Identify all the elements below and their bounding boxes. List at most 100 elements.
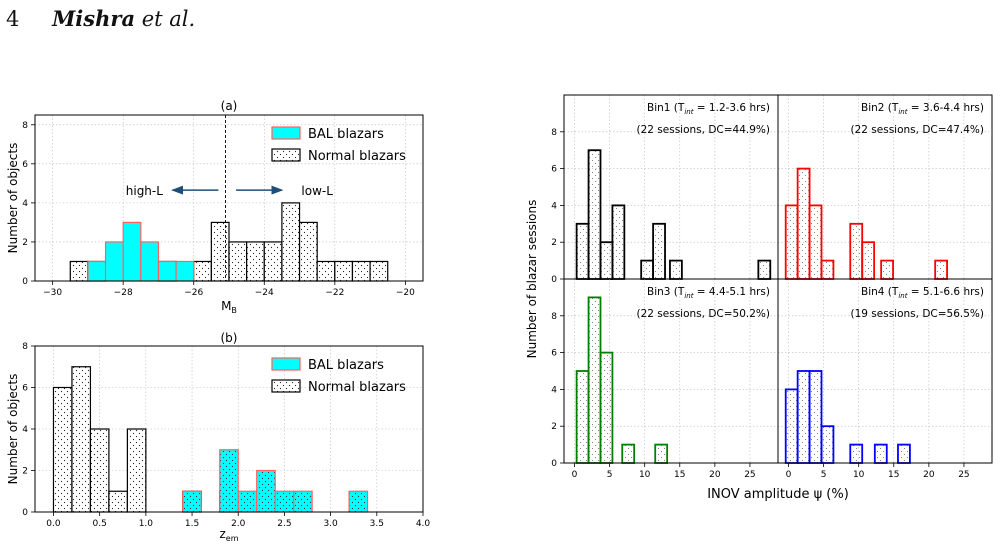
chart-c-panel-4-label-part: = 5.1-6.6 hrs) xyxy=(907,286,984,298)
chart-c-panel-4-bar xyxy=(897,443,911,464)
chart-b-ytick-label: 6 xyxy=(22,384,28,394)
chart-a-ytick-label: 2 xyxy=(22,238,28,248)
chart-b-ytick-label: 2 xyxy=(22,467,28,477)
chart-a-bar-normal xyxy=(351,260,371,282)
chart-c-panel-4-sessions: (19 sessions, DC=56.5%) xyxy=(851,308,984,320)
chart-b-axes xyxy=(34,345,424,513)
chart-c-panel-3-ytick-label: 4 xyxy=(551,385,557,395)
chart-a-bar-normal xyxy=(69,260,89,282)
chart-b-xlabel: zem xyxy=(219,527,238,543)
chart-a-ylabel: Number of objects xyxy=(6,143,20,254)
chart-c-panel-4-label-part: int xyxy=(898,292,907,300)
chart-c-panel-4-bar xyxy=(784,388,799,464)
chart-c-panel-3-ytick-label: 0 xyxy=(551,459,557,469)
chart-c-panel-3-bar xyxy=(575,370,590,464)
chart-c-panel-1-bar xyxy=(640,259,655,280)
chart-a-legend-swatch xyxy=(271,126,301,140)
chart-a-bar-bal xyxy=(104,241,124,282)
chart-b-legend-swatch xyxy=(271,357,301,371)
chart-c-panel-2-bar xyxy=(849,222,864,280)
chart-b-xtick-label: 3.5 xyxy=(370,519,384,529)
chart-a-xtick-label: −28 xyxy=(114,288,133,298)
chart-c-panel-2-bar xyxy=(820,259,835,280)
chart-b-legend-label: BAL blazars xyxy=(308,358,384,373)
chart-b-ytick-label: 8 xyxy=(22,342,28,352)
chart-b-xtick-label: 4.0 xyxy=(416,519,431,529)
chart-c-panel-2-bar xyxy=(784,204,799,280)
chart-c-panel-3-ytick-label: 8 xyxy=(551,312,557,322)
chart-a-ytick-label: 0 xyxy=(22,277,28,287)
chart-c-panel-1-ytick-label: 8 xyxy=(551,128,557,138)
chart-c-panel-4-xtick-label: 5 xyxy=(821,470,827,480)
chart-c-panel-3-ytick-label: 2 xyxy=(551,422,557,432)
chart-a-bar-normal xyxy=(228,241,248,282)
chart-b-bar-bal xyxy=(256,469,276,513)
chart-b-title: (b) xyxy=(221,331,238,345)
chart-a-bar-normal xyxy=(246,241,265,282)
chart-c-panel-3-label-part: = 4.4-5.1 hrs) xyxy=(693,286,770,298)
chart-c-panel-3-xtick-label: 5 xyxy=(607,470,613,480)
chart-c-panel-3-xtick-label: 15 xyxy=(674,470,685,480)
chart-c-panel-1-sessions: (22 sessions, DC=44.9%) xyxy=(637,124,770,136)
chart-c-panel-4-label-part: Bin4 (T xyxy=(861,286,899,298)
chart-a-bar-normal xyxy=(334,260,354,282)
chart-a-annotation-label: high-L xyxy=(126,184,163,198)
chart-a-axes xyxy=(34,114,424,282)
chart-a-xtick-label: −26 xyxy=(184,288,203,298)
chart-c-panel-1-ytick-label: 0 xyxy=(551,275,557,285)
chart-c-panel-3-bar xyxy=(599,351,614,464)
chart-a-legend-label: BAL blazars xyxy=(308,127,384,142)
chart-b-xtick-label: 2.5 xyxy=(277,519,291,529)
chart-a-bar-normal xyxy=(193,260,212,282)
chart-b-bar-bal xyxy=(348,490,369,513)
chart-c-panel-2-bar xyxy=(808,204,823,280)
chart-c-panel-3-xtick-label: 10 xyxy=(639,470,651,480)
chart-c-panel-3-xtick-label: 0 xyxy=(572,470,578,480)
chart-a-legend-swatch xyxy=(271,148,301,162)
chart-a-bar-normal xyxy=(281,202,301,282)
chart-c-panel-4-bar xyxy=(808,370,823,464)
chart-b-legend-label: Normal blazars xyxy=(308,380,406,395)
chart-b-bar-bal xyxy=(219,449,239,513)
chart-a-bar-normal xyxy=(263,241,283,282)
chart-b-bar-normal xyxy=(52,386,73,513)
chart-c-panel-4-label: Bin4 (Tint = 5.1-6.6 hrs) xyxy=(861,286,984,300)
chart-c-ylabel: Number of blazar sessions xyxy=(525,200,539,359)
chart-c-xlabel: INOV amplitude ψ (%) xyxy=(707,487,849,502)
chart-c-panel-4-xtick-label: 15 xyxy=(888,470,899,480)
chart-b-xtick-label: 1.5 xyxy=(185,519,199,529)
chart-a-xlabel-sub: B xyxy=(231,306,237,315)
chart-a-ytick-label: 6 xyxy=(22,160,28,170)
chart-a-bar-normal xyxy=(369,260,389,282)
chart-b-ytick-label: 4 xyxy=(22,425,28,435)
chart-b-bar-normal xyxy=(108,490,128,513)
chart-c-panel-2-bar xyxy=(861,241,876,280)
author-name: Mishra xyxy=(52,6,136,31)
chart-b-xlabel-sub: em xyxy=(226,534,239,543)
page-header: 4 Mishra et al. xyxy=(6,6,195,31)
chart-c-panel-1-bar xyxy=(757,259,772,280)
chart-b-bar-bal xyxy=(293,490,313,513)
chart-c-panel-2-bar xyxy=(934,259,948,280)
chart-b-bar-bal xyxy=(237,490,258,513)
chart-c-panel-1-ytick-label: 6 xyxy=(551,165,557,175)
chart-a-annotation-label: low-L xyxy=(301,184,333,198)
chart-b-bar-normal xyxy=(126,428,147,513)
chart-c-panel-2-bar xyxy=(880,259,894,280)
chart-c-panel-4-axes xyxy=(777,278,993,464)
chart-c-panel-2-label-part: int xyxy=(898,108,907,116)
chart-c-panel-3-xtick-label: 25 xyxy=(744,470,755,480)
chart-c-panel-1-bar xyxy=(587,149,602,280)
chart-c-panel-4-xtick-label: 25 xyxy=(958,470,969,480)
chart-c-panel-3-bar xyxy=(587,296,602,464)
chart-a-xlabel: MB xyxy=(221,299,237,315)
chart-c-panel-3-bar xyxy=(654,443,669,464)
chart-a-bar-bal xyxy=(157,260,177,282)
chart-b-xtick-label: 1.0 xyxy=(139,519,154,529)
chart-b-bar-normal xyxy=(71,366,92,513)
chart-c-panel-4-xtick-label: 20 xyxy=(923,470,935,480)
chart-b-bar-normal xyxy=(89,428,110,513)
chart-b-ytick-label: 0 xyxy=(22,508,28,518)
chart-c-panel-1-label-part: = 1.2-3.6 hrs) xyxy=(693,102,770,114)
chart-c-panel-1-bar xyxy=(599,241,614,280)
